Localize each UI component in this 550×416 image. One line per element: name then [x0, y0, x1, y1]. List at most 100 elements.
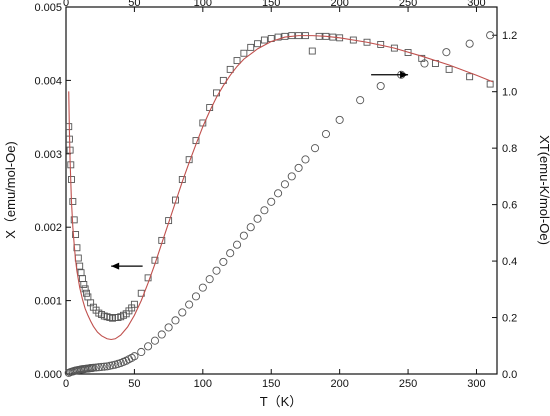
data-point-circle — [89, 363, 98, 372]
data-point-square — [390, 44, 398, 52]
data-point-square — [76, 262, 84, 270]
data-point-circle — [100, 362, 109, 371]
data-point-circle — [150, 336, 159, 345]
data-point-circle — [205, 275, 214, 284]
y-tick-label-right: 1.0 — [502, 87, 517, 99]
y-tick-label-right: 0.2 — [502, 313, 517, 325]
data-point-circle — [356, 96, 365, 105]
data-point-circle — [420, 59, 429, 68]
data-point-circle — [178, 308, 187, 317]
data-point-circle — [486, 31, 495, 40]
data-point-circle — [253, 214, 262, 223]
x-tick-label-bottom: 250 — [399, 378, 417, 390]
data-point-square — [466, 73, 474, 81]
data-point-square — [226, 65, 234, 73]
data-point-circle — [105, 361, 114, 370]
x-tick-label-top: 300 — [467, 0, 485, 9]
data-point-square — [74, 254, 82, 262]
arrow-left-icon — [111, 262, 143, 270]
data-point-circle — [171, 316, 180, 325]
x-tick-label-bottom: 200 — [330, 378, 348, 390]
y-tick-label-left: 0.004 — [34, 75, 62, 87]
data-point-square — [274, 33, 282, 41]
data-point-square — [308, 47, 316, 55]
series-square-markers — [65, 32, 494, 322]
y-tick-label-left: 0.001 — [34, 296, 62, 308]
data-point-circle — [274, 189, 283, 198]
y-tick-label-right: 0.4 — [502, 256, 517, 268]
x-tick-label-bottom: 150 — [262, 378, 280, 390]
data-point-square — [84, 293, 92, 301]
data-point-square — [247, 43, 255, 51]
y-axis-ticks-right: 0.0 0.2 0.4 0.6 0.8 1.0 1.2 — [492, 30, 517, 381]
data-point-circle — [232, 240, 242, 249]
data-point-circle — [219, 257, 228, 266]
data-point-circle — [137, 347, 146, 357]
y2-axis-title: XT(emu-K/mol-Oe) — [537, 135, 550, 245]
x-axis-title: T（K） — [260, 394, 303, 409]
x-tick-label-bottom: 100 — [194, 378, 212, 390]
data-point-circle — [239, 231, 248, 240]
x-tick-label-bottom: 50 — [128, 378, 140, 390]
y-axis-title: X（emu/mol-Oe) — [3, 141, 18, 239]
data-point-circle — [335, 115, 344, 124]
y-tick-label-right: 0.8 — [502, 143, 517, 155]
data-point-circle — [310, 144, 320, 153]
x-tick-label-bottom: 0 — [63, 378, 69, 390]
data-point-square — [78, 275, 86, 283]
y-tick-label-right: 1.2 — [502, 30, 517, 42]
data-point-circle — [97, 362, 106, 371]
data-point-circle — [267, 197, 276, 206]
y-tick-label-right: 0.0 — [502, 369, 517, 381]
data-point-circle — [260, 206, 269, 215]
x-tick-label-top: 200 — [330, 0, 348, 9]
data-point-circle — [212, 266, 221, 275]
data-point-circle — [246, 223, 255, 232]
data-point-square — [81, 285, 89, 293]
data-point-circle — [442, 48, 451, 57]
data-point-circle — [185, 300, 194, 309]
x-axis-ticks-bottom: 0 50 100 150 200 250 300 — [63, 369, 486, 390]
data-point-square — [80, 281, 88, 288]
data-point-circle — [301, 155, 310, 164]
data-point-circle — [130, 352, 139, 361]
y-tick-label-left: 0.003 — [34, 149, 62, 161]
x-tick-label-top: 0 — [63, 0, 69, 9]
data-point-square — [240, 49, 248, 57]
data-point-circle — [94, 363, 103, 372]
data-point-square — [72, 231, 80, 238]
data-point-square — [70, 216, 78, 224]
data-point-square — [144, 274, 152, 282]
y-tick-label-right: 0.6 — [502, 200, 517, 212]
data-point-square — [233, 57, 241, 65]
x-tick-label-bottom: 300 — [467, 378, 485, 390]
annotation-layer — [111, 71, 409, 270]
data-point-square — [77, 269, 85, 277]
plot-frame — [65, 6, 498, 375]
data-point-circle — [108, 361, 117, 370]
data-point-circle — [465, 39, 474, 48]
data-point-circle — [287, 172, 296, 181]
data-point-square — [260, 36, 268, 44]
y-tick-label-left: 0.002 — [34, 222, 62, 234]
data-point-square — [445, 65, 453, 73]
data-point-square — [65, 123, 73, 131]
x-tick-label-top: 100 — [194, 0, 212, 9]
x-tick-label-top: 250 — [399, 0, 417, 9]
x-axis-ticks-top: 0 50 100 150 200 250 300 — [63, 0, 486, 12]
fit-curve — [68, 35, 494, 341]
data-point-circle — [280, 180, 289, 189]
data-point-circle — [92, 363, 101, 372]
x-tick-label-top: 50 — [128, 0, 140, 9]
data-point-circle — [164, 323, 173, 332]
y-axis-ticks-left: 0.000 0.001 0.002 0.003 0.004 0.005 — [34, 2, 71, 381]
arrow-right-icon — [371, 71, 409, 79]
x-tick-label-top: 150 — [262, 0, 280, 9]
y-tick-label-left: 0.000 — [34, 369, 62, 381]
data-point-square — [130, 300, 138, 308]
data-point-circle — [191, 292, 201, 301]
data-point-circle — [294, 163, 303, 172]
y-tick-label-left: 0.005 — [34, 2, 62, 14]
data-point-square — [83, 289, 90, 297]
